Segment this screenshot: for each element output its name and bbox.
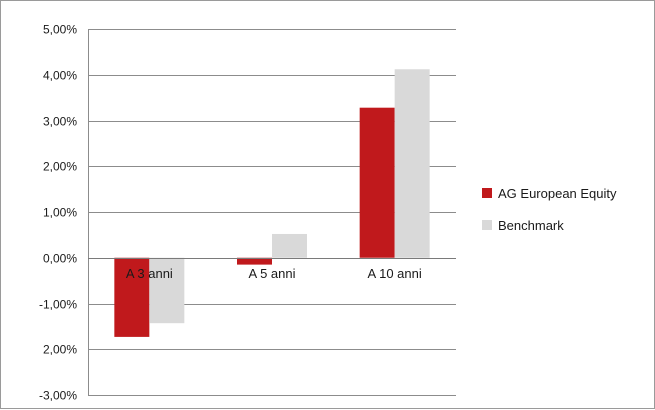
y-tick-label: 3,00%: [43, 115, 77, 129]
bar-benchmark-2: [394, 69, 430, 258]
category-label: A 10 anni: [368, 266, 422, 281]
y-tick-label: 4,00%: [43, 69, 77, 83]
legend-label: Benchmark: [498, 218, 564, 233]
y-tick-label: -1,00%: [39, 298, 77, 312]
legend-swatch-1: [482, 220, 492, 230]
y-tick-label: 0,00%: [43, 252, 77, 266]
axes: 5,00% 4,00% 3,00% 2,00% 1,00% 0,00% -1,00% 2,00…: [39, 23, 456, 403]
bars: [114, 69, 430, 337]
category-label: A 5 anni: [249, 266, 296, 281]
bar-benchmark-0: [149, 257, 185, 324]
y-tick-label: 1,00%: [43, 206, 77, 220]
legend: AG European Equity Benchmark: [482, 186, 617, 233]
y-tick-label: 5,00%: [43, 23, 77, 37]
y-tick-label: 2,00%: [43, 160, 77, 174]
y-tick-label: -3,00%: [39, 389, 77, 403]
category-label: A 3 anni: [126, 266, 173, 281]
legend-label: AG European Equity: [498, 186, 617, 201]
bar-ag-european-equity-1: [237, 257, 272, 265]
bar-ag-european-equity-0: [114, 257, 150, 337]
bar-ag-european-equity-2: [359, 107, 395, 258]
legend-swatch-0: [482, 188, 492, 198]
y-tick-label: 2,00%: [43, 343, 77, 357]
bar-benchmark-1: [272, 233, 307, 258]
